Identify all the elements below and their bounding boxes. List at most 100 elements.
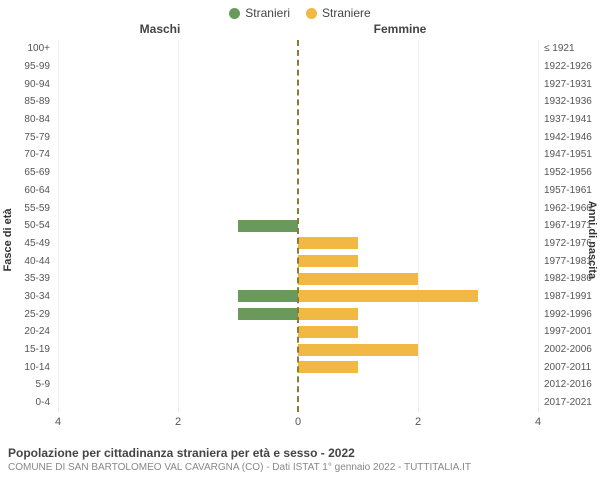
bar-half-male bbox=[58, 111, 298, 129]
bar-male bbox=[238, 220, 298, 232]
caption-subtitle: COMUNE DI SAN BARTOLOMEO VAL CAVARGNA (C… bbox=[8, 462, 592, 473]
bar-half-male bbox=[58, 305, 298, 323]
bar-half-female bbox=[298, 128, 538, 146]
bar-half-female bbox=[298, 58, 538, 76]
xtick: 2 bbox=[175, 416, 181, 428]
bar-half-female bbox=[298, 341, 538, 359]
bar-half-male bbox=[58, 270, 298, 288]
age-label: 25-29 bbox=[6, 309, 54, 320]
age-label: 30-34 bbox=[6, 291, 54, 302]
bar-female bbox=[298, 237, 358, 249]
bar-female bbox=[298, 290, 478, 302]
age-label: 0-4 bbox=[6, 397, 54, 408]
birth-label: 1987-1991 bbox=[540, 291, 600, 302]
age-label: 5-9 bbox=[6, 379, 54, 390]
age-label: 35-39 bbox=[6, 273, 54, 284]
bar-half-male bbox=[58, 146, 298, 164]
gridline bbox=[538, 40, 539, 412]
bar-half-male bbox=[58, 376, 298, 394]
birth-label: 1957-1961 bbox=[540, 185, 600, 196]
legend-label-female: Straniere bbox=[322, 6, 371, 20]
bar-female bbox=[298, 344, 418, 356]
age-label: 75-79 bbox=[6, 132, 54, 143]
birth-label: 1977-1981 bbox=[540, 256, 600, 267]
bar-half-male bbox=[58, 58, 298, 76]
bar-half-male bbox=[58, 235, 298, 253]
bar-half-female bbox=[298, 288, 538, 306]
bar-half-male bbox=[58, 75, 298, 93]
birth-label: 1952-1956 bbox=[540, 167, 600, 178]
bar-half-female bbox=[298, 252, 538, 270]
bar-male bbox=[238, 290, 298, 302]
bar-half-female bbox=[298, 376, 538, 394]
bar-half-male bbox=[58, 164, 298, 182]
bar-half-male bbox=[58, 217, 298, 235]
age-label: 80-84 bbox=[6, 114, 54, 125]
bar-half-female bbox=[298, 199, 538, 217]
chart-rows: 100+≤ 192195-991922-192690-941927-193185… bbox=[58, 40, 538, 412]
xtick: 4 bbox=[535, 416, 541, 428]
bar-female bbox=[298, 326, 358, 338]
birth-label: 1927-1931 bbox=[540, 79, 600, 90]
legend: Stranieri Straniere bbox=[0, 0, 600, 22]
bar-half-male bbox=[58, 199, 298, 217]
birth-label: 1947-1951 bbox=[540, 149, 600, 160]
birth-label: ≤ 1921 bbox=[540, 43, 600, 54]
legend-label-male: Stranieri bbox=[245, 6, 290, 20]
bar-half-female bbox=[298, 323, 538, 341]
xtick: 2 bbox=[415, 416, 421, 428]
bar-half-male bbox=[58, 93, 298, 111]
bar-female bbox=[298, 308, 358, 320]
bar-half-female bbox=[298, 217, 538, 235]
age-label: 100+ bbox=[6, 43, 54, 54]
birth-label: 1967-1971 bbox=[540, 220, 600, 231]
caption-title: Popolazione per cittadinanza straniera p… bbox=[8, 446, 592, 460]
header-male: Maschi bbox=[0, 22, 260, 36]
birth-label: 1997-2001 bbox=[540, 326, 600, 337]
bar-half-male bbox=[58, 341, 298, 359]
column-headers: Maschi Femmine bbox=[0, 22, 600, 36]
age-label: 55-59 bbox=[6, 203, 54, 214]
legend-swatch-female bbox=[306, 8, 317, 19]
age-label: 20-24 bbox=[6, 326, 54, 337]
age-label: 90-94 bbox=[6, 79, 54, 90]
bar-half-female bbox=[298, 270, 538, 288]
birth-label: 1942-1946 bbox=[540, 132, 600, 143]
age-label: 65-69 bbox=[6, 167, 54, 178]
bar-half-male bbox=[58, 358, 298, 376]
legend-item-female: Straniere bbox=[306, 6, 371, 20]
birth-label: 2007-2011 bbox=[540, 362, 600, 373]
bar-half-female bbox=[298, 182, 538, 200]
bar-half-female bbox=[298, 40, 538, 58]
bar-female bbox=[298, 255, 358, 267]
bar-half-female bbox=[298, 164, 538, 182]
bar-half-male bbox=[58, 182, 298, 200]
age-label: 85-89 bbox=[6, 96, 54, 107]
birth-label: 1932-1936 bbox=[540, 96, 600, 107]
bar-half-female bbox=[298, 394, 538, 412]
bar-half-male bbox=[58, 128, 298, 146]
bar-half-female bbox=[298, 93, 538, 111]
birth-label: 1992-1996 bbox=[540, 309, 600, 320]
bar-female bbox=[298, 273, 418, 285]
age-label: 10-14 bbox=[6, 362, 54, 373]
chart: Fasce di età Anni di nascita 100+≤ 19219… bbox=[0, 40, 600, 440]
header-female: Femmine bbox=[260, 22, 520, 36]
center-divider bbox=[297, 40, 299, 412]
age-label: 40-44 bbox=[6, 256, 54, 267]
bar-half-male bbox=[58, 394, 298, 412]
legend-swatch-male bbox=[229, 8, 240, 19]
bar-half-female bbox=[298, 235, 538, 253]
bar-half-female bbox=[298, 305, 538, 323]
age-label: 95-99 bbox=[6, 61, 54, 72]
bar-half-female bbox=[298, 146, 538, 164]
birth-label: 1972-1976 bbox=[540, 238, 600, 249]
bar-half-female bbox=[298, 358, 538, 376]
xtick: 4 bbox=[55, 416, 61, 428]
bar-female bbox=[298, 361, 358, 373]
birth-label: 1962-1966 bbox=[540, 203, 600, 214]
legend-item-male: Stranieri bbox=[229, 6, 290, 20]
bar-male bbox=[238, 308, 298, 320]
bar-half-female bbox=[298, 75, 538, 93]
birth-label: 1982-1986 bbox=[540, 273, 600, 284]
